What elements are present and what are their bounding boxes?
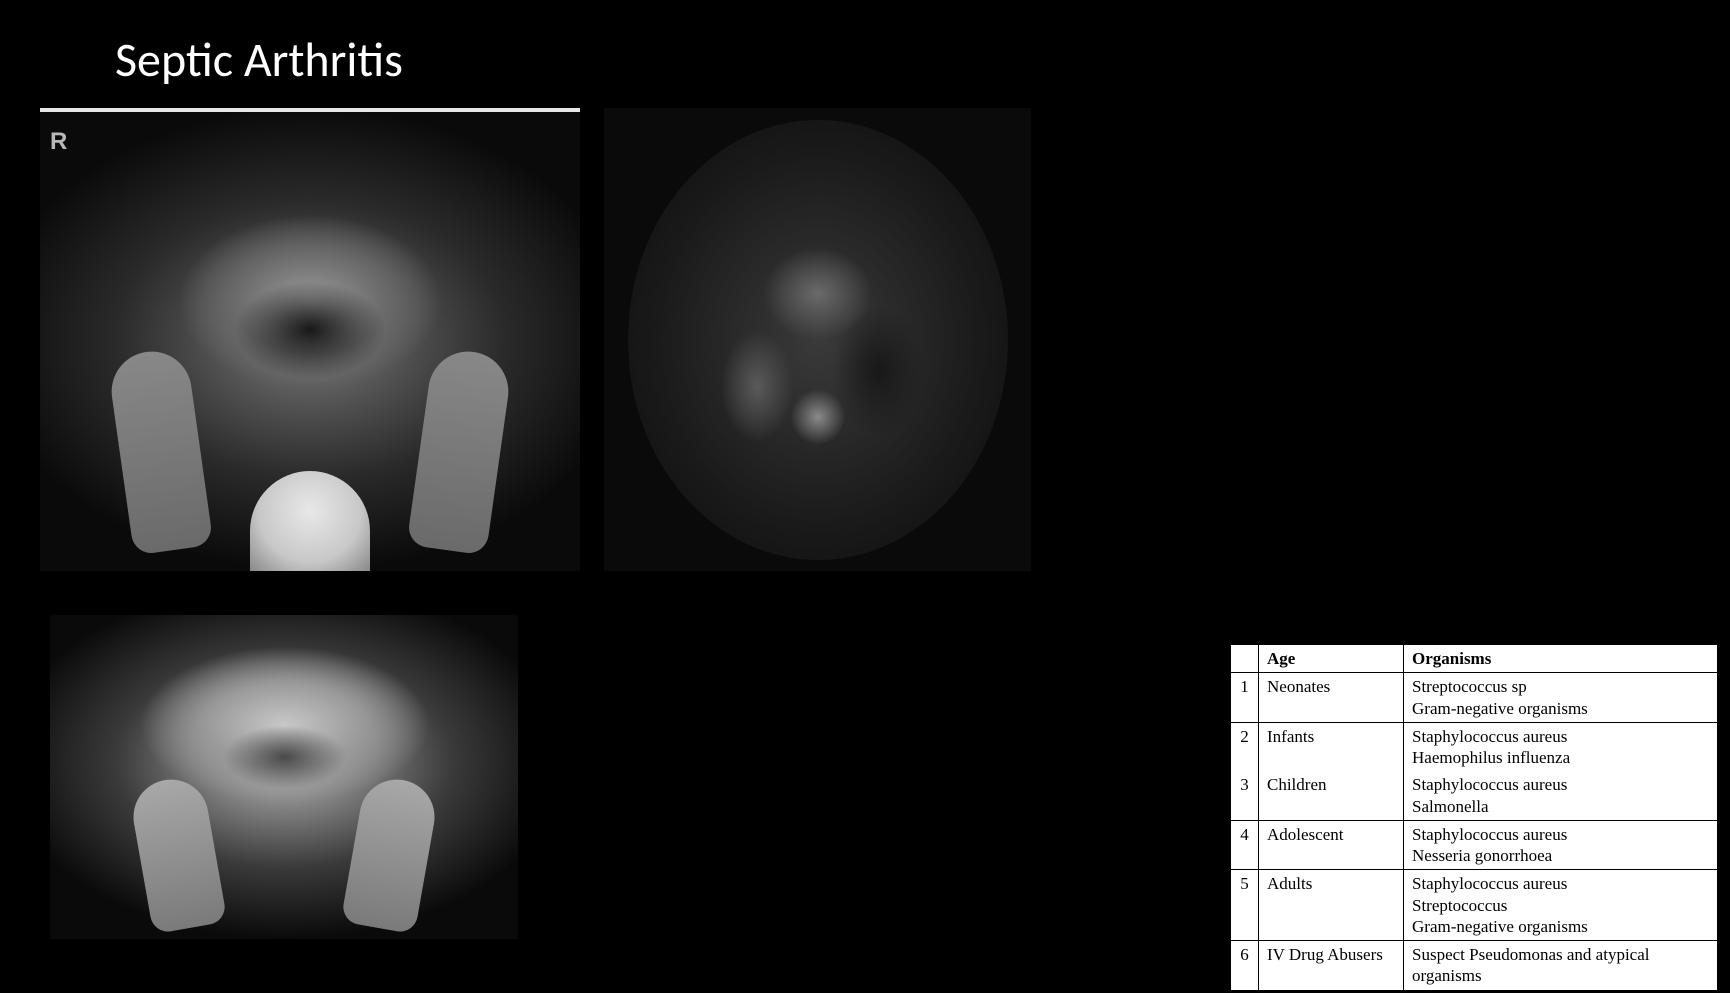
mri-field-of-view	[628, 120, 1008, 560]
table-row: 5AdultsStaphylococcus aureusStreptococcu…	[1231, 870, 1718, 941]
xray-pelvis-top-image: R	[40, 108, 580, 571]
table-cell-organisms: Staphylococcus aureusHaemophilus influen…	[1404, 722, 1718, 771]
xray-gonad-shield	[250, 471, 370, 571]
table-cell-organisms: Suspect Pseudomonas and atypical organis…	[1404, 941, 1718, 991]
table-cell-num: 5	[1231, 870, 1259, 941]
table-row: 3ChildrenStaphylococcus aureusSalmonella	[1231, 771, 1718, 820]
table-header-num	[1231, 645, 1259, 673]
table-cell-num: 3	[1231, 771, 1259, 820]
table-cell-age: Adolescent	[1259, 820, 1404, 870]
table-cell-age: Adults	[1259, 870, 1404, 941]
table-cell-organisms: Staphylococcus aureusStreptococcusGram-n…	[1404, 870, 1718, 941]
table-cell-organisms: Staphylococcus aureusSalmonella	[1404, 771, 1718, 820]
table-cell-num: 1	[1231, 673, 1259, 723]
table-cell-num: 6	[1231, 941, 1259, 991]
xray-pelvis-bottom-image	[50, 615, 518, 939]
mri-pelvis-image	[604, 108, 1031, 571]
xray-side-marker: R	[50, 128, 67, 156]
mri-tissue-signal	[666, 186, 970, 494]
table-cell-organisms: Streptococcus spGram-negative organisms	[1404, 673, 1718, 723]
organisms-by-age-table: Age Organisms 1NeonatesStreptococcus spG…	[1228, 642, 1720, 993]
table-row: 1NeonatesStreptococcus spGram-negative o…	[1231, 673, 1718, 723]
table-row: 2InfantsStaphylococcus aureusHaemophilus…	[1231, 722, 1718, 771]
table-cell-num: 4	[1231, 820, 1259, 870]
table-cell-age: Infants	[1259, 722, 1404, 771]
table-row: 4AdolescentStaphylococcus aureusNesseria…	[1231, 820, 1718, 870]
table-cell-age: IV Drug Abusers	[1259, 941, 1404, 991]
table-header-row: Age Organisms	[1231, 645, 1718, 673]
table-row: 6IV Drug AbusersSuspect Pseudomonas and …	[1231, 941, 1718, 991]
table-header-organisms: Organisms	[1404, 645, 1718, 673]
table-header-age: Age	[1259, 645, 1404, 673]
table-cell-age: Neonates	[1259, 673, 1404, 723]
table-cell-age: Children	[1259, 771, 1404, 820]
organisms-table-body: 1NeonatesStreptococcus spGram-negative o…	[1231, 673, 1718, 990]
table-cell-organisms: Staphylococcus aureusNesseria gonorrhoea	[1404, 820, 1718, 870]
slide-title: Septic Arthritis	[115, 30, 403, 89]
table-cell-num: 2	[1231, 722, 1259, 771]
organisms-table-element: Age Organisms 1NeonatesStreptococcus spG…	[1230, 644, 1718, 991]
